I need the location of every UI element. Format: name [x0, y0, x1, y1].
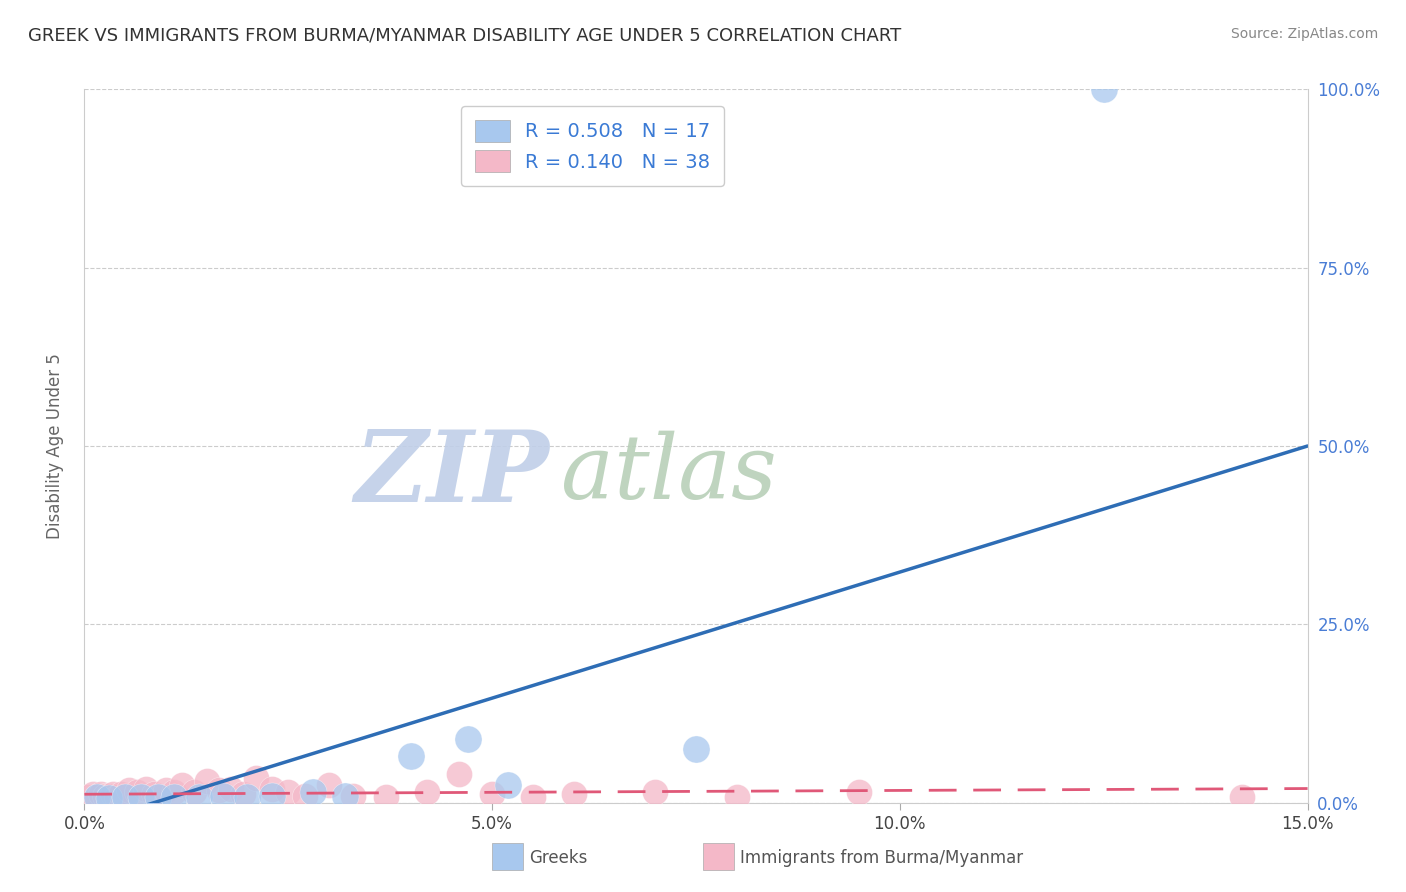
- Text: Greeks: Greeks: [529, 849, 588, 867]
- Point: [848, 785, 870, 799]
- Text: atlas: atlas: [561, 431, 778, 518]
- Point: [1232, 790, 1254, 805]
- Point: [416, 785, 439, 799]
- Point: [77, 790, 100, 805]
- Point: [163, 785, 186, 799]
- Point: [101, 787, 124, 801]
- Point: [449, 767, 471, 781]
- Point: [142, 787, 165, 801]
- Point: [86, 790, 108, 805]
- Point: [208, 783, 231, 797]
- Text: ZIP: ZIP: [354, 426, 550, 523]
- Point: [114, 789, 136, 803]
- Point: [260, 781, 283, 796]
- Point: [146, 790, 169, 805]
- Point: [245, 771, 267, 785]
- Point: [105, 790, 128, 805]
- Point: [219, 781, 242, 796]
- Point: [1092, 82, 1115, 96]
- Point: [318, 778, 340, 792]
- Point: [685, 742, 707, 756]
- Point: [562, 787, 585, 801]
- Point: [97, 789, 120, 803]
- Y-axis label: Disability Age Under 5: Disability Age Under 5: [45, 353, 63, 539]
- Point: [131, 790, 153, 805]
- Point: [110, 787, 132, 801]
- Point: [187, 790, 209, 805]
- Text: GREEK VS IMMIGRANTS FROM BURMA/MYANMAR DISABILITY AGE UNDER 5 CORRELATION CHART: GREEK VS IMMIGRANTS FROM BURMA/MYANMAR D…: [28, 27, 901, 45]
- Point: [93, 789, 117, 804]
- Point: [82, 787, 104, 801]
- Point: [498, 778, 520, 792]
- Point: [342, 789, 364, 803]
- Point: [335, 789, 357, 803]
- Point: [163, 790, 186, 805]
- Point: [301, 785, 323, 799]
- Point: [457, 731, 479, 746]
- Point: [183, 785, 205, 799]
- Point: [97, 790, 120, 805]
- Point: [399, 749, 422, 764]
- Point: [127, 785, 149, 799]
- Point: [522, 790, 544, 805]
- Point: [90, 787, 112, 801]
- Point: [260, 789, 283, 803]
- Point: [172, 778, 194, 792]
- Point: [294, 789, 316, 803]
- Text: Source: ZipAtlas.com: Source: ZipAtlas.com: [1230, 27, 1378, 41]
- Point: [481, 787, 503, 801]
- Point: [155, 783, 177, 797]
- Point: [86, 790, 108, 805]
- Text: Immigrants from Burma/Myanmar: Immigrants from Burma/Myanmar: [740, 849, 1022, 867]
- Point: [277, 785, 299, 799]
- Point: [236, 790, 259, 805]
- Point: [232, 787, 254, 801]
- Point: [212, 789, 235, 804]
- Point: [195, 774, 218, 789]
- Point: [725, 790, 748, 805]
- Point: [644, 785, 666, 799]
- Point: [375, 790, 398, 805]
- Point: [114, 790, 136, 805]
- Legend: R = 0.508   N = 17, R = 0.140   N = 38: R = 0.508 N = 17, R = 0.140 N = 38: [461, 106, 724, 186]
- Point: [135, 781, 157, 796]
- Point: [118, 783, 141, 797]
